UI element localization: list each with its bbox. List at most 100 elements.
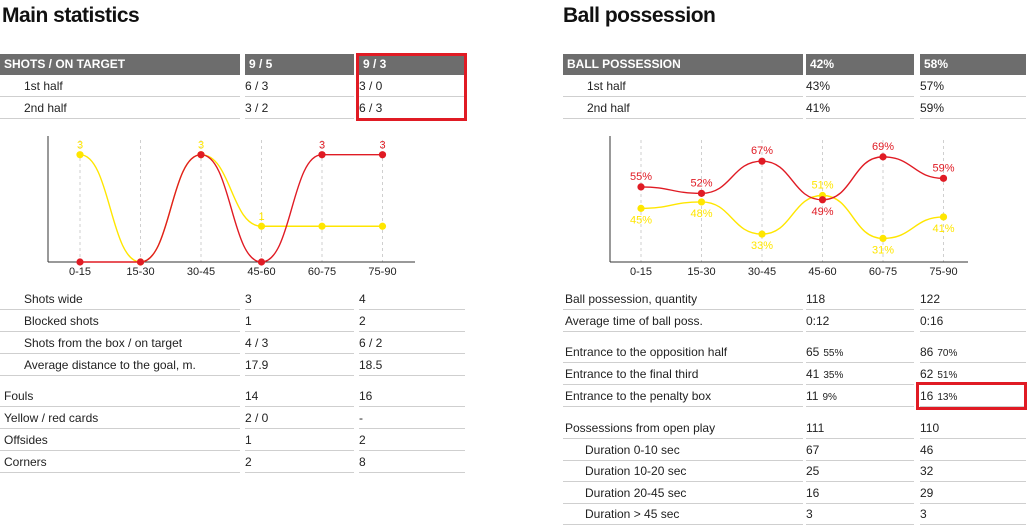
entrance-row: Entrance to the opposition half 65 55% 86 70… (563, 342, 1026, 363)
row-team2-value: 62 (920, 367, 934, 381)
row-team2-percent: 51% (937, 370, 958, 381)
row-team2-value: 122 (920, 292, 941, 306)
row-team1-percent: 9% (822, 392, 837, 403)
row-team2-cell: 16 (359, 386, 372, 407)
data-label: 45% (630, 214, 652, 226)
other-stat-row: Offsides 1 2 (0, 430, 465, 451)
row-team2-cell: 2 (359, 430, 366, 451)
data-label: 31% (872, 244, 894, 256)
row-label: Offsides (4, 433, 48, 447)
row-team1-value: 3 (806, 507, 813, 521)
row-team1-value: 2 / 0 (245, 411, 269, 425)
x-tick-label: 45-60 (808, 266, 836, 278)
row-team1-cell: 43% (806, 76, 830, 97)
data-point (697, 198, 706, 206)
row-team1-value: 14 (245, 389, 259, 403)
row-team2-cell: 3 (920, 504, 927, 525)
row-team2-cell: 62 51% (920, 364, 957, 385)
data-label: 69% (872, 141, 894, 153)
row-team1-value: 3 / 2 (245, 101, 269, 115)
data-label: 33% (751, 240, 773, 252)
row-team2-value: 16 (920, 389, 934, 403)
row-divider (920, 502, 1026, 504)
row-label: Duration 20-45 sec (585, 485, 687, 500)
open-play-row: Duration > 45 sec 3 3 (563, 504, 1026, 525)
row-divider (563, 502, 803, 504)
row-divider (245, 472, 354, 473)
row-team1-cell: 25 (806, 461, 819, 482)
possession-timeline-chart: 0-15 15-30 30-45 45-60 60-75 75-90 45% 48% 33% 51… (609, 136, 968, 278)
row-team2-value: 86 (920, 345, 934, 359)
other-stat-row: Fouls 14 16 (0, 386, 465, 407)
row-team1-cell: 67 (806, 440, 819, 461)
entrance-row: Entrance to the penalty box 11 9% 16 13% (563, 386, 1026, 407)
data-point (257, 222, 266, 230)
row-team2-cell: 4 (359, 289, 366, 310)
data-label: 59% (932, 162, 954, 174)
row-divider (920, 459, 1026, 461)
row-team2-value: 3 (920, 507, 927, 521)
row-label: Entrance to the final third (565, 367, 699, 381)
possession-header-team1: 42% (810, 57, 835, 71)
open-play-row: Duration 20-45 sec 16 29 (563, 483, 1026, 504)
open-play-row: Duration 10-20 sec 25 32 (563, 461, 1026, 482)
row-divider (806, 362, 914, 363)
x-tick-label: 75-90 (368, 266, 396, 278)
row-team1-value: 3 (245, 292, 252, 306)
row-label: Entrance to the opposition half (565, 345, 728, 359)
possession-stat-row: Ball possession, quantity 118 122 (563, 289, 1026, 310)
row-team2-value: 4 (359, 292, 366, 306)
row-team1-value: 4 / 3 (245, 336, 269, 350)
row-divider (563, 384, 803, 385)
series-line (80, 154, 383, 263)
shots-header-row: SHOTS / ON TARGET 9 / 5 9 / 3 (0, 54, 470, 75)
row-label: 1st half (587, 79, 626, 93)
row-team1-cell: 65 55% (806, 342, 843, 363)
possession-header-label-cell: BALL POSSESSION (563, 54, 803, 75)
row-label: Corners (4, 455, 47, 469)
data-point (637, 183, 645, 191)
row-team1-value: 118 (806, 292, 826, 306)
row-divider (806, 309, 914, 310)
row-divider (806, 438, 914, 439)
possession-header-team1-cell: 42% (806, 54, 914, 75)
data-point (637, 204, 645, 212)
row-label: Duration 0-10 sec (585, 442, 680, 457)
row-team2-value: 2 (359, 314, 366, 328)
row-team2-cell: 122 (920, 289, 940, 310)
row-divider (245, 375, 354, 376)
x-tick-label: 0-15 (69, 266, 91, 278)
row-team1-value: 2 (245, 455, 252, 469)
row-divider (806, 406, 914, 407)
row-divider (0, 118, 240, 119)
row-divider (245, 450, 354, 451)
row-team1-cell: 4 / 3 (245, 333, 268, 354)
row-label: Shots from the box / on target (24, 336, 183, 350)
row-label: 2nd half (24, 101, 67, 115)
row-team1-value: 111 (806, 421, 825, 435)
shot-stat-row: Blocked shots 1 2 (0, 311, 465, 332)
row-divider (806, 118, 914, 119)
row-team2-value: 29 (920, 485, 934, 500)
row-team2-cell: 16 13% (920, 386, 957, 407)
row-divider (563, 406, 803, 407)
row-divider (0, 375, 240, 376)
penalty-box-highlight (916, 382, 1027, 410)
row-team2-value: 0:16 (920, 314, 944, 328)
row-divider (359, 406, 465, 407)
row-team1-percent: 55% (823, 348, 844, 359)
x-tick-label: 75-90 (929, 266, 957, 278)
row-team1-cell: 41 35% (806, 364, 843, 385)
row-divider (563, 96, 803, 97)
row-team1-cell: 14 (245, 386, 258, 407)
row-label: Yellow / red cards (4, 411, 99, 425)
row-team1-value: 17.9 (245, 358, 269, 372)
entrance-row: Entrance to the final third 41 35% 62 51% (563, 364, 1026, 385)
row-divider (563, 331, 803, 332)
possession-header-team2: 58% (924, 57, 949, 71)
row-divider (920, 118, 1026, 119)
row-label: Possessions from open play (565, 421, 716, 435)
row-team2-cell: 3 / 0 (359, 76, 382, 97)
other-stat-row: Corners 2 8 (0, 452, 465, 473)
open-play-row: Duration 0-10 sec 67 46 (563, 440, 1026, 461)
